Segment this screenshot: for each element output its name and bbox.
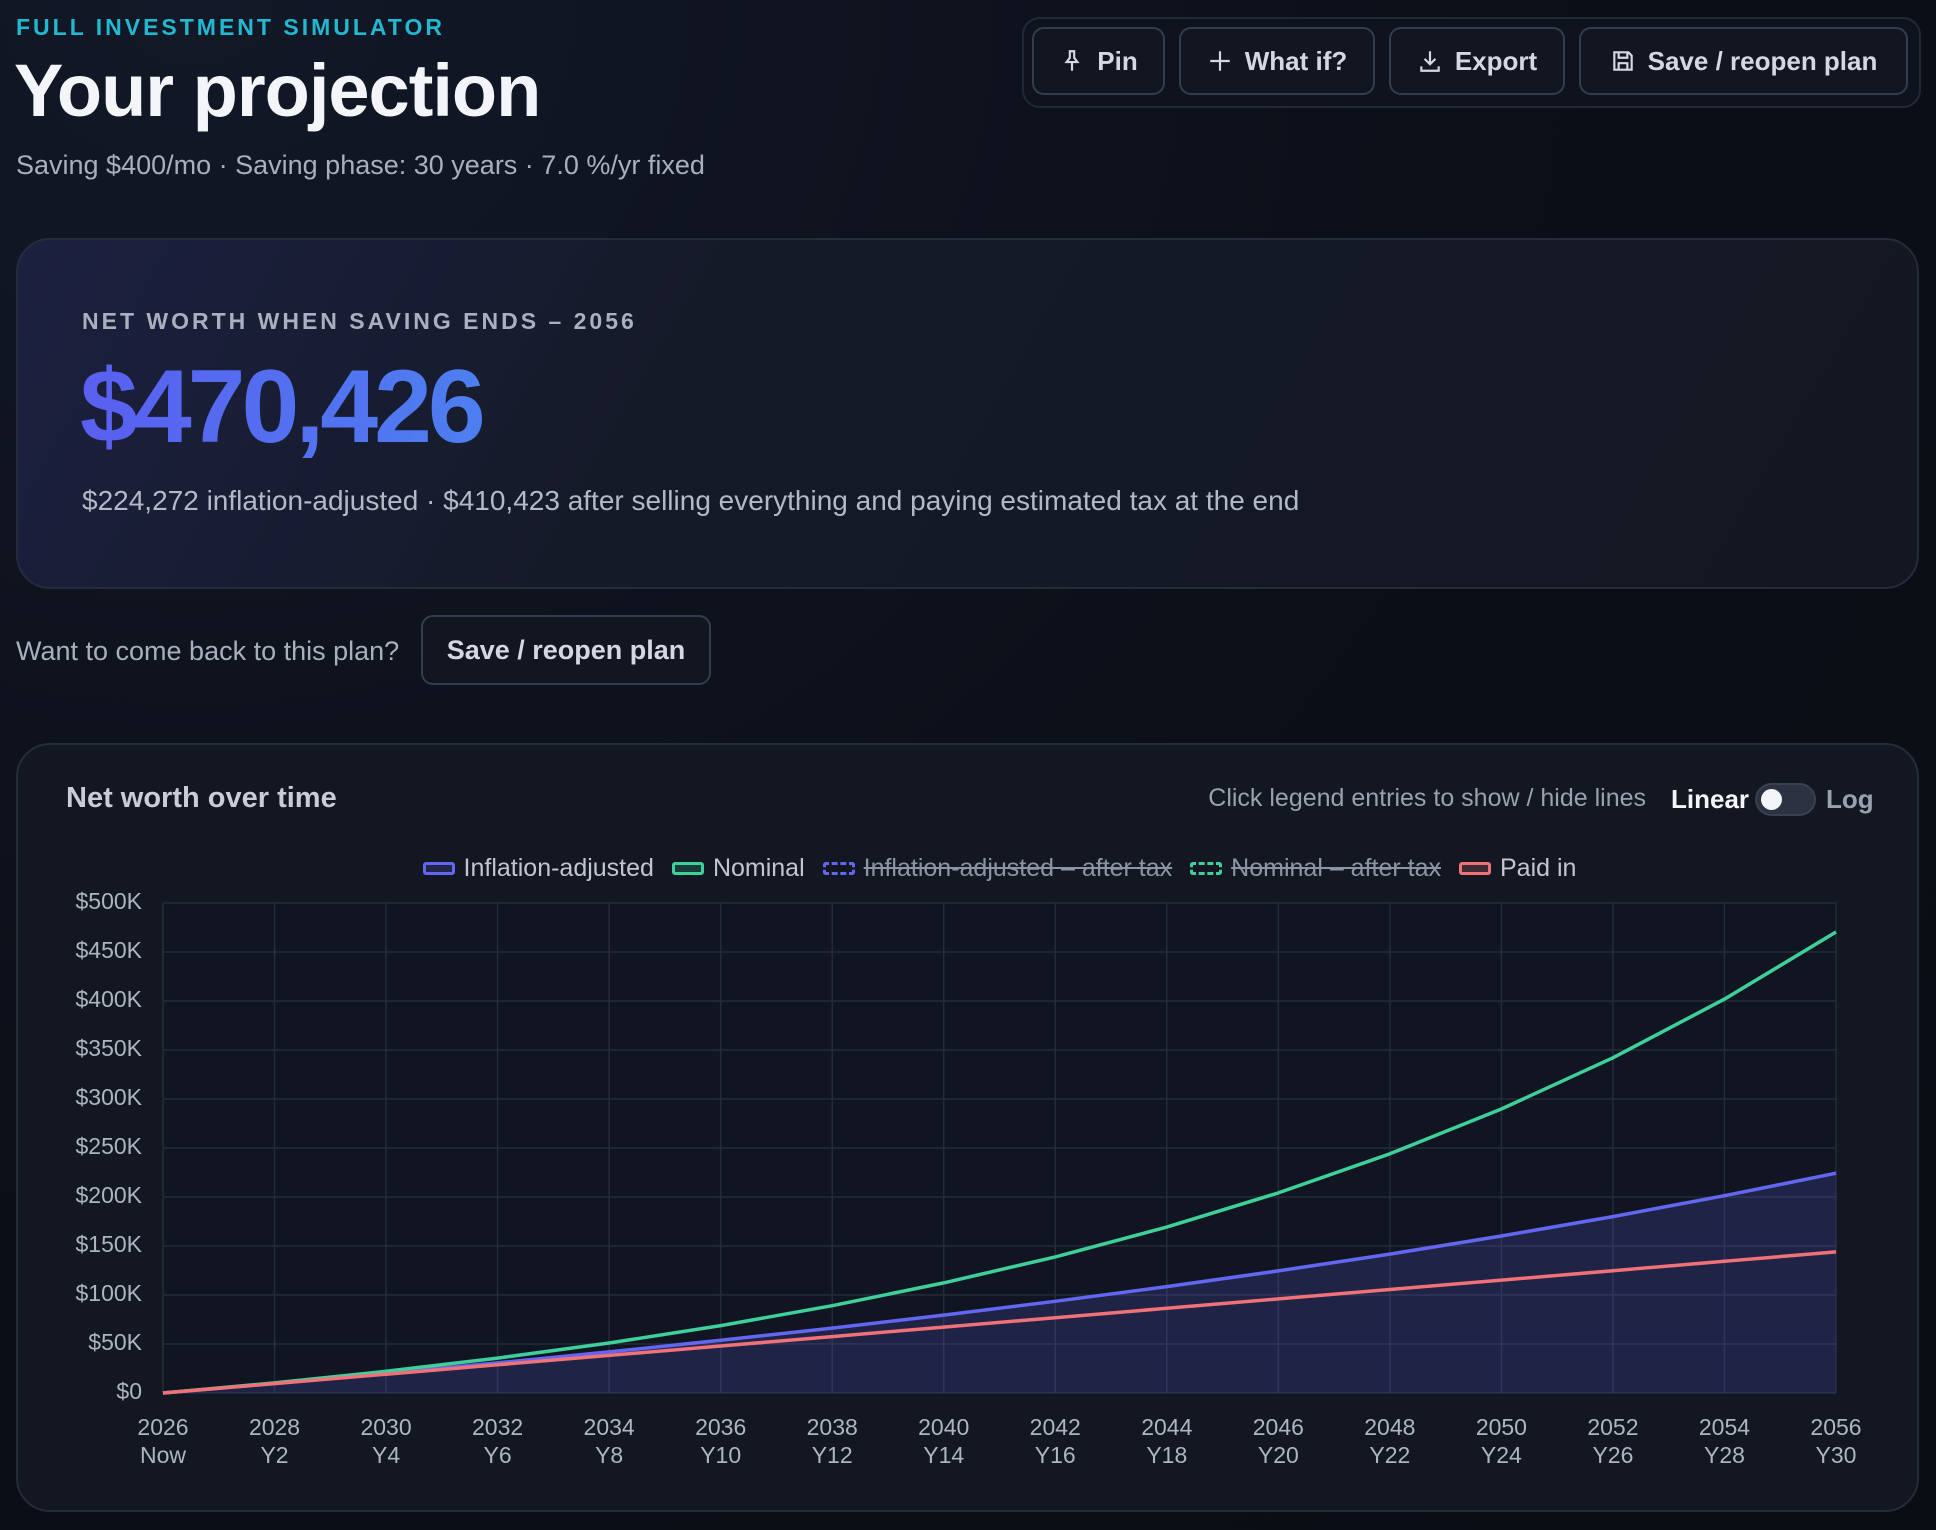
save-icon [1612,51,1633,71]
legend-label: Inflation-adjusted – after tax [863,854,1173,882]
x-tick-sublabel: Y8 [595,1442,623,1468]
x-tick-sublabel: Y28 [1704,1442,1745,1468]
legend-swatch [1190,862,1223,875]
save-button[interactable]: Save / reopen plan [1579,27,1908,95]
legend-swatch [1459,862,1491,875]
summary-detail: $224,272 inflation-adjusted · $410,423 a… [82,485,1300,516]
y-tick-label: $500K [75,888,142,914]
x-tick-sublabel: Y18 [1146,1442,1187,1468]
x-tick-label: 2028 [249,1414,300,1440]
scale-toggle[interactable] [1755,783,1816,816]
x-tick-sublabel: Y2 [260,1442,288,1468]
export-label: Export [1454,45,1538,76]
y-tick-label: $0 [116,1378,142,1404]
chart-title: Net worth over time [66,782,337,814]
x-tick-label: 2046 [1253,1414,1304,1440]
legend-label: Nominal [712,854,805,882]
x-tick-sublabel: Y24 [1481,1442,1522,1468]
x-tick-label: 2034 [584,1414,635,1440]
save-prompt: Want to come back to this plan? [16,636,400,666]
pin-button[interactable]: Pin [1032,27,1165,95]
save-label: Save / reopen plan [1647,45,1878,76]
x-tick-sublabel: Y20 [1258,1442,1299,1468]
x-tick-sublabel: Y12 [812,1442,853,1468]
legend-entry[interactable]: Inflation-adjusted – after tax [822,854,1173,883]
what-if-label: What if? [1244,45,1348,76]
export-button[interactable]: Export [1389,27,1565,95]
x-tick-sublabel: Y10 [700,1442,741,1468]
legend-entry[interactable]: Inflation-adjusted [422,854,654,883]
linear-label: Linear [1671,784,1750,814]
pin-icon [1064,50,1080,71]
summary-card [16,238,1919,589]
x-tick-sublabel: Now [140,1442,186,1468]
x-tick-label: 2030 [360,1414,411,1440]
x-tick-label: 2032 [472,1414,523,1440]
x-tick-label: 2052 [1587,1414,1638,1440]
legend-label: Inflation-adjusted [463,854,654,882]
summary-value: $470,426 [80,349,486,465]
line [162,1250,1837,1395]
y-tick-label: $200K [75,1182,142,1208]
x-tick-label: 2050 [1476,1414,1527,1440]
x-tick-sublabel: Y22 [1369,1442,1410,1468]
pin-label: Pin [1097,45,1138,76]
y-tick-label: $350K [75,1035,142,1061]
x-tick-sublabel: Y4 [372,1442,400,1468]
y-tick-label: $50K [88,1329,142,1355]
y-tick-label: $400K [75,986,142,1012]
y-tick-label: $300K [75,1084,142,1110]
legend-label: Paid in [1500,854,1577,882]
x-tick-sublabel: Y26 [1592,1442,1633,1468]
x-tick-label: 2042 [1030,1414,1081,1440]
what-if-button[interactable]: What if? [1179,27,1375,95]
x-tick-label: 2036 [695,1414,746,1440]
legend: Inflation-adjusted Nominal Inflation-adjus… [163,854,1836,883]
download-icon [1420,51,1440,72]
legend-swatch [671,862,704,875]
y-tick-label: $150K [75,1231,142,1257]
x-tick-label: 2026 [137,1414,188,1440]
legend-label: Nominal – after tax [1231,854,1441,882]
y-tick-label: $450K [75,937,142,963]
legend-swatch [422,862,455,875]
plus-icon [1209,51,1230,71]
x-tick-sublabel: Y6 [484,1442,512,1468]
legend-hint: Click legend entries to show / hide line… [1208,784,1646,812]
legend-entry[interactable]: Paid in [1459,854,1576,883]
x-tick-sublabel: Y30 [1816,1442,1857,1468]
log-label: Log [1826,784,1874,814]
x-tick-label: 2056 [1810,1414,1861,1440]
y-tick-label: $250K [75,1133,142,1159]
save-plan-button[interactable]: Save / reopen plan [421,615,711,685]
line [162,930,1837,1395]
area [163,1173,1836,1393]
summary-label: NET WORTH WHEN SAVING ENDS – 2056 [82,308,637,334]
x-tick-sublabel: Y14 [923,1442,964,1468]
x-tick-label: 2054 [1699,1414,1750,1440]
eyebrow: FULL INVESTMENT SIMULATOR [16,14,445,40]
y-tick-label: $100K [75,1280,142,1306]
x-tick-sublabel: Y16 [1035,1442,1076,1468]
subtitle: Saving $400/mo · Saving phase: 30 years … [16,150,705,180]
x-tick-label: 2038 [807,1414,858,1440]
legend-entry[interactable]: Nominal [671,854,805,883]
toggle-knob [1761,789,1782,810]
legend-entry[interactable]: Nominal – after tax [1190,854,1441,883]
x-tick-label: 2040 [918,1414,969,1440]
x-tick-label: 2048 [1364,1414,1415,1440]
page-title: Your projection [14,49,541,132]
x-tick-label: 2044 [1141,1414,1192,1440]
legend-swatch [822,862,855,875]
